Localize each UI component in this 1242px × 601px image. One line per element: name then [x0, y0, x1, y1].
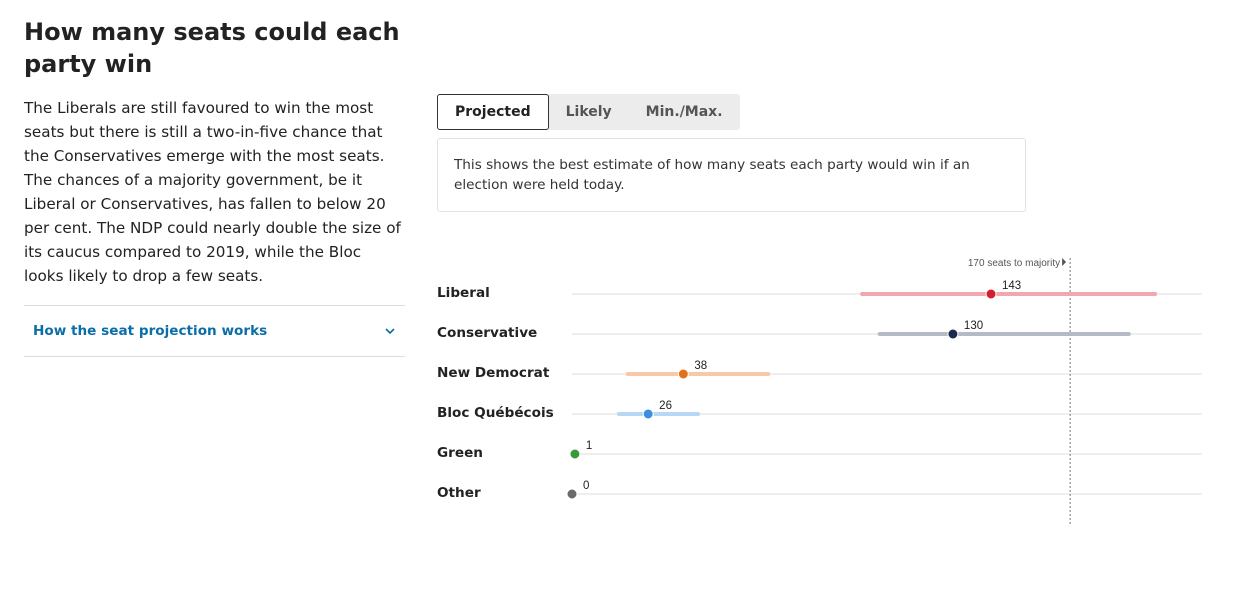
page-title: How many seats could each party win	[24, 18, 400, 78]
party-label: Conservative	[437, 325, 538, 341]
seat-value-label: 130	[964, 320, 983, 332]
seat-projection-point	[947, 328, 959, 340]
left-panel: How many seats could each party win The …	[24, 16, 405, 357]
party-label: New Democrat	[437, 365, 550, 381]
seat-value-label: 143	[1002, 280, 1021, 292]
seat-value-label: 1	[586, 440, 592, 452]
chart-svg: 170 seats to majority 143 130 38 26 1 0	[566, 258, 1202, 525]
seat-value-label: 38	[694, 360, 707, 372]
view-tabs: Projected Likely Min./Max.	[437, 94, 740, 130]
seat-projection-point	[569, 448, 581, 460]
seat-projection-point	[642, 408, 654, 420]
tab-likely[interactable]: Likely	[565, 104, 612, 120]
tab-projected[interactable]: Projected	[437, 94, 549, 130]
party-label: Bloc Québécois	[437, 405, 554, 421]
seat-value-label: 26	[659, 400, 672, 412]
seat-projection-point	[985, 288, 997, 300]
accordion-label: How the seat projection works	[33, 323, 268, 339]
majority-arrow-icon	[1062, 258, 1067, 266]
info-box: This shows the best estimate of how many…	[437, 138, 1026, 212]
description: The Liberals are still favoured to win t…	[24, 99, 401, 285]
seat-projection-point	[566, 488, 578, 500]
seat-value-label: 0	[583, 480, 589, 492]
seat-projection-chart: 170 seats to majority 143 130 38 26 1 0 Libera…	[437, 250, 1217, 540]
majority-label: 170 seats to majority	[968, 258, 1060, 269]
party-label: Other	[437, 485, 481, 501]
party-label: Green	[437, 445, 483, 461]
party-label: Liberal	[437, 285, 490, 301]
seat-projection-accordion[interactable]: How the seat projection works	[24, 305, 405, 357]
seat-projection-point	[677, 368, 689, 380]
tab-min-max[interactable]: Min./Max.	[645, 104, 723, 120]
chevron-down-icon	[384, 325, 396, 337]
